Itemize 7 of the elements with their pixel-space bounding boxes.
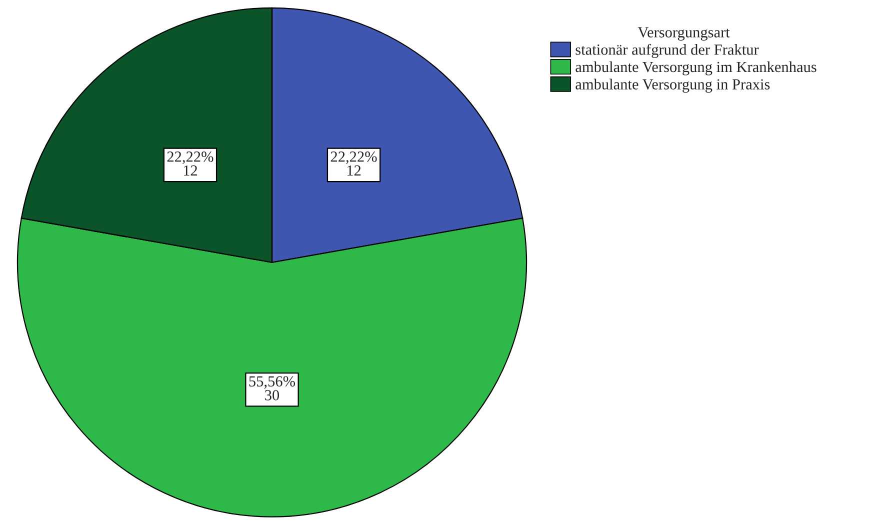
- data-label: 22,22% 12: [167, 152, 214, 176]
- legend-label: ambulante Versorgung im Krankenhaus: [576, 61, 816, 76]
- legend-label: ambulante Versorgung in Praxis: [576, 78, 770, 93]
- data-label: 22,22% 12: [330, 152, 377, 176]
- legend-title: Versorgungsart: [638, 27, 730, 41]
- data-label: 55,56% 30: [249, 376, 296, 400]
- legend-label: stationär aufgrund der Fraktur: [576, 44, 759, 58]
